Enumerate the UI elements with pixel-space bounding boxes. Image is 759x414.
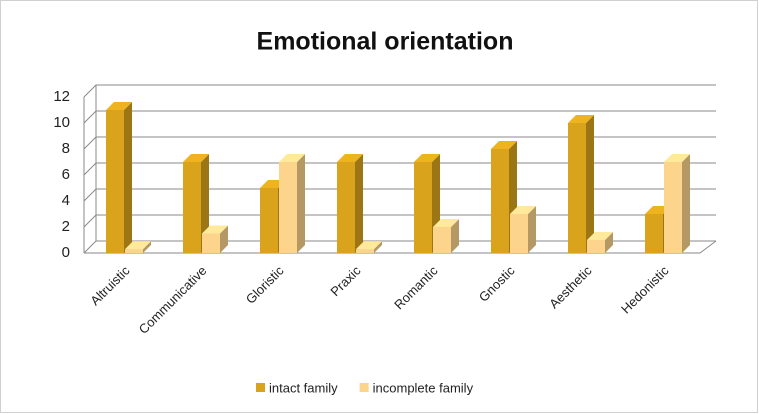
bar-top — [568, 115, 594, 123]
bar-top — [337, 154, 363, 162]
bar — [337, 162, 355, 253]
bar — [260, 188, 278, 253]
bar-side — [297, 154, 305, 253]
bar — [279, 162, 297, 253]
legend-swatch — [256, 383, 265, 392]
bar-top — [587, 232, 613, 240]
bar-side — [220, 225, 228, 253]
bar — [433, 227, 451, 253]
bar-side — [605, 232, 613, 253]
bar — [183, 162, 201, 253]
bar-side — [682, 154, 690, 253]
bar-top — [356, 241, 382, 250]
bar — [645, 214, 663, 253]
legend-label: incomplete family — [373, 380, 474, 395]
bar-top — [125, 241, 151, 250]
y-tick-label: 10 — [53, 114, 70, 131]
legend-label: intact family — [269, 380, 338, 395]
bar — [510, 214, 528, 253]
bar-top — [664, 154, 690, 162]
y-tick-label: 12 — [53, 88, 70, 105]
bar-side — [586, 115, 594, 253]
bar — [106, 110, 124, 253]
bar-side — [201, 154, 209, 253]
bar-top — [491, 141, 517, 149]
bar-side — [355, 154, 363, 253]
bar — [568, 123, 586, 253]
bar — [356, 249, 374, 253]
bar — [587, 240, 605, 253]
bar-side — [124, 102, 132, 253]
y-tick-label: 6 — [62, 166, 70, 183]
bar-top — [106, 102, 132, 110]
bar-side — [451, 219, 459, 253]
y-tick-label: 8 — [62, 140, 70, 157]
bar — [664, 162, 682, 253]
chart-title: Emotional orientation — [257, 28, 514, 56]
bar-side — [528, 206, 536, 253]
bar-top — [202, 225, 228, 234]
legend-swatch — [359, 383, 369, 392]
bar-side — [374, 241, 382, 253]
y-tick-label: 0 — [62, 244, 70, 261]
bar — [414, 162, 432, 253]
bar — [491, 149, 509, 253]
bar — [125, 249, 143, 253]
y-tick-label: 4 — [62, 192, 70, 209]
bar-top — [433, 219, 459, 227]
bar-top — [510, 206, 536, 214]
bar-top — [279, 154, 305, 162]
bar — [202, 233, 220, 253]
bar-top — [414, 154, 440, 162]
y-tick-label: 2 — [62, 218, 70, 235]
bar-top — [183, 154, 209, 162]
bar-side — [143, 241, 151, 253]
